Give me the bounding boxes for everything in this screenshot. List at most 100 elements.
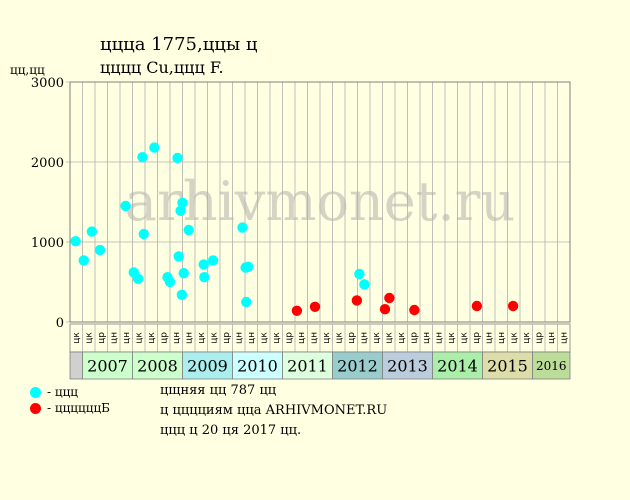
year-band-cell [132, 351, 183, 380]
x-tick-label: цк [134, 332, 144, 344]
year-band-cell [69, 351, 83, 380]
year-band-cell [382, 351, 433, 380]
year-label: 2016 [536, 359, 567, 373]
data-point-price [237, 222, 248, 233]
x-tick-label: цр [472, 332, 482, 344]
x-tick-label: цк [522, 332, 532, 344]
x-tick-label: цн [184, 332, 194, 344]
data-point-price [354, 268, 365, 280]
data-point-price [173, 251, 184, 262]
x-tick-label: цк [147, 332, 157, 344]
year-label: 2008 [137, 356, 178, 375]
x-tick-label: цк [272, 332, 282, 344]
legend-label: - ццццццБ [47, 401, 110, 415]
x-tick-label: цк [259, 332, 269, 344]
year-band-cell [482, 351, 533, 380]
note-line-1: цщняя цц 787 цц [160, 383, 277, 398]
x-tick-label: цн [247, 332, 257, 344]
data-point-price [94, 244, 106, 256]
legend-item-price: - ццц [30, 385, 78, 399]
x-tick-label: цк [509, 332, 519, 344]
x-tick-label: цн [122, 332, 132, 344]
x-tick-label: цн [309, 332, 319, 344]
x-tick-label: цн [297, 332, 307, 344]
x-tick-label: цк [322, 332, 332, 344]
data-point-auction [291, 305, 303, 316]
legend-dot-cyan-icon [30, 386, 41, 398]
data-point-price [70, 236, 81, 247]
year-label: 2015 [487, 356, 528, 375]
x-tick-label: цр [222, 332, 232, 344]
data-point-price [199, 272, 210, 283]
data-point-price [175, 205, 186, 216]
data-point-price [138, 228, 149, 240]
year-label: 2007 [87, 356, 128, 375]
data-point-auction [409, 304, 420, 316]
x-tick-label: цр [534, 332, 544, 344]
data-point-price [183, 224, 194, 236]
year-label: 2011 [287, 356, 328, 375]
x-tick-label: цк [72, 332, 82, 344]
y-axis-unit: цц,цц [10, 63, 45, 77]
data-point-price [120, 200, 131, 212]
x-tick-label: цр [284, 332, 294, 344]
x-tick-label: цн [547, 332, 557, 344]
legend-item-auction: - ццццццБ [30, 401, 110, 415]
year-label: 2014 [437, 356, 478, 375]
data-point-price [242, 261, 254, 272]
data-point-price [149, 142, 160, 153]
x-tick-label: цн [484, 332, 494, 344]
x-tick-label: цк [459, 332, 469, 344]
year-label: 2009 [187, 356, 228, 375]
year-label: 2013 [387, 356, 428, 375]
data-point-auction [351, 295, 363, 306]
x-tick-label: цн [497, 332, 507, 344]
x-tick-label: цк [209, 332, 219, 344]
data-point-price [137, 152, 148, 163]
x-tick-label: цн [434, 332, 444, 344]
year-band-cell [532, 351, 571, 380]
data-point-price [164, 276, 176, 288]
x-tick-label: цк [384, 332, 394, 344]
data-point-price [198, 259, 209, 270]
x-tick-label: цн [359, 332, 369, 344]
data-point-price [78, 255, 89, 266]
data-point-price [86, 226, 98, 237]
data-point-price [178, 268, 189, 279]
chart-title: ццца 1775,ццы ц [100, 34, 258, 55]
legend-dot-red-icon [30, 402, 41, 414]
data-point-auction [309, 301, 321, 312]
note-line-2: ц цццциям ццa ARHIVMONET.RU [160, 403, 388, 418]
x-tick-label: цн [559, 332, 569, 344]
x-tick-label: цр [97, 332, 107, 344]
x-tick-label: цк [397, 332, 407, 344]
y-tick-label: 2000 [31, 156, 64, 171]
data-point-auction [384, 292, 395, 304]
y-tick-label: 1000 [31, 236, 64, 251]
y-tick-label: 0 [56, 316, 64, 331]
data-point-auction [471, 300, 483, 312]
data-point-price [241, 296, 252, 308]
x-tick-label: цн [172, 332, 182, 344]
y-tick-label: 3000 [31, 76, 64, 91]
x-tick-label: цк [447, 332, 457, 344]
x-tick-label: цн [109, 332, 119, 344]
data-point-price [176, 289, 188, 300]
x-tick-label: цр [159, 332, 169, 344]
note-line-3: ццц ц 20 ця 2017 цц. [160, 423, 302, 438]
x-tick-label: цн [234, 332, 244, 344]
x-tick-label: цн [422, 332, 432, 344]
plot-border [69, 81, 571, 323]
data-point-price [359, 279, 370, 290]
data-point-price [207, 255, 219, 266]
x-tick-label: цк [334, 332, 344, 344]
legend-label: - ццц [47, 385, 79, 399]
data-point-price [172, 152, 183, 164]
chart-subtitle: цццц Cu,ццц F. [100, 58, 224, 77]
data-point-auction [379, 304, 391, 315]
data-point-auction [507, 300, 519, 312]
year-band-cell [232, 351, 283, 380]
data-point-price [177, 197, 188, 208]
year-band-cell [82, 351, 133, 380]
